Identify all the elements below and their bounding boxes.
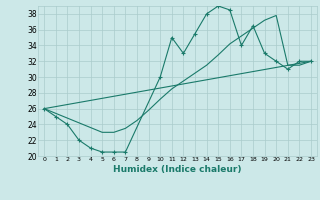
X-axis label: Humidex (Indice chaleur): Humidex (Indice chaleur) — [113, 165, 242, 174]
